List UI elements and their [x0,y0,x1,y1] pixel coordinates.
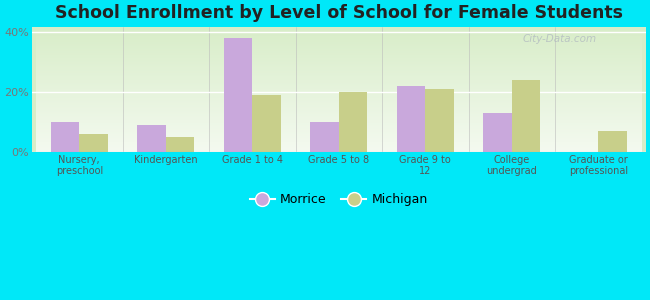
Bar [598,131,627,152]
Bar [396,86,425,152]
Bar [51,122,79,152]
Text: City-Data.com: City-Data.com [523,34,597,44]
Bar [425,89,454,152]
Bar [252,95,281,152]
Bar [483,113,512,152]
Bar [310,122,339,152]
Title: School Enrollment by Level of School for Female Students: School Enrollment by Level of School for… [55,4,623,22]
Bar [224,38,252,152]
Bar [512,80,540,152]
Bar [79,134,108,152]
Bar [166,137,194,152]
Bar [339,92,367,152]
Legend: Morrice, Michigan: Morrice, Michigan [245,188,433,211]
Bar [137,125,166,152]
